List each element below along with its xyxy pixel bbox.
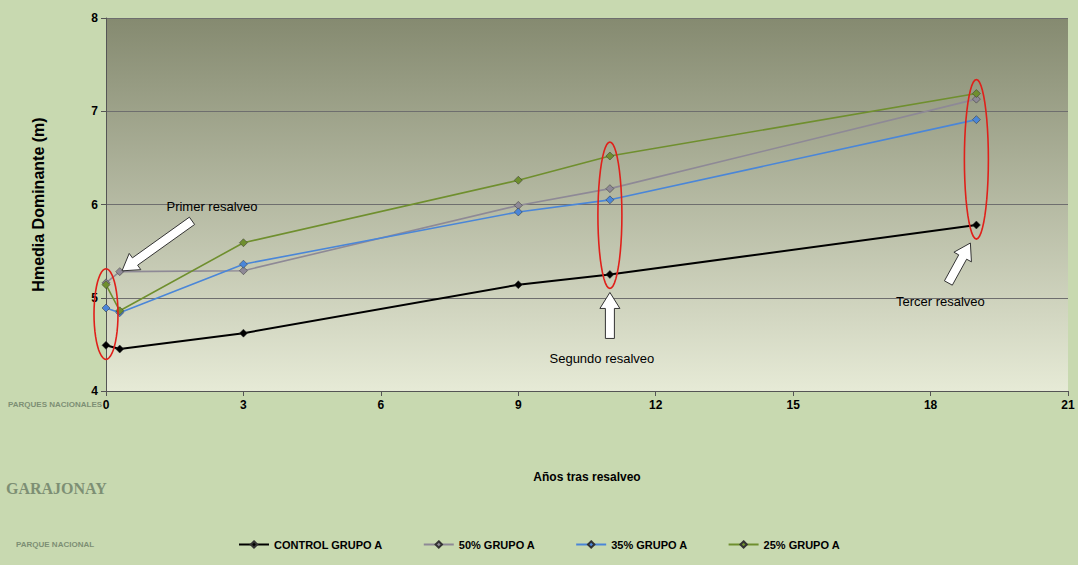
svg-text:CONTROL GRUPO A: CONTROL GRUPO A (274, 539, 382, 551)
svg-text:7: 7 (91, 104, 98, 118)
svg-text:4: 4 (91, 384, 98, 398)
svg-text:0: 0 (103, 398, 110, 412)
svg-text:9: 9 (515, 398, 522, 412)
svg-text:6: 6 (378, 398, 385, 412)
svg-text:18: 18 (924, 398, 938, 412)
svg-text:Años tras resalveo: Años tras resalveo (533, 470, 640, 484)
svg-text:15: 15 (786, 398, 800, 412)
svg-text:Hmedia Dominante (m): Hmedia Dominante (m) (30, 117, 47, 291)
svg-text:35% GRUPO A: 35% GRUPO A (611, 539, 687, 551)
svg-text:PARQUES NACIONALES: PARQUES NACIONALES (8, 400, 103, 409)
svg-text:5: 5 (91, 290, 98, 305)
svg-text:Primer resalveo: Primer resalveo (166, 199, 257, 214)
svg-text:25% GRUPO A: 25% GRUPO A (764, 539, 840, 551)
svg-text:PARQUE NACIONAL: PARQUE NACIONAL (16, 540, 94, 549)
svg-text:Segundo resalveo: Segundo resalveo (549, 351, 654, 366)
svg-text:8: 8 (91, 11, 98, 25)
svg-text:50% GRUPO A: 50% GRUPO A (459, 539, 535, 551)
svg-text:6: 6 (91, 198, 98, 212)
svg-text:Tercer resalveo: Tercer resalveo (896, 294, 985, 309)
svg-text:21: 21 (1061, 398, 1075, 412)
svg-text:GARAJONAY: GARAJONAY (6, 480, 107, 497)
svg-text:3: 3 (240, 398, 247, 412)
svg-text:12: 12 (649, 398, 663, 412)
